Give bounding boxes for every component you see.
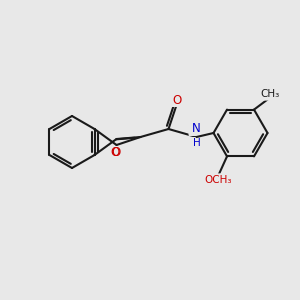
FancyBboxPatch shape [188,137,205,150]
Text: N: N [192,122,201,136]
FancyBboxPatch shape [169,94,184,107]
Text: O: O [111,146,120,158]
Text: O: O [172,94,181,106]
FancyBboxPatch shape [109,146,122,159]
Text: CH₃: CH₃ [260,88,280,99]
Text: H: H [193,138,200,148]
FancyBboxPatch shape [255,87,285,100]
FancyBboxPatch shape [188,122,206,136]
Text: O: O [110,146,119,158]
Text: OCH₃: OCH₃ [204,176,232,185]
FancyBboxPatch shape [202,173,234,188]
